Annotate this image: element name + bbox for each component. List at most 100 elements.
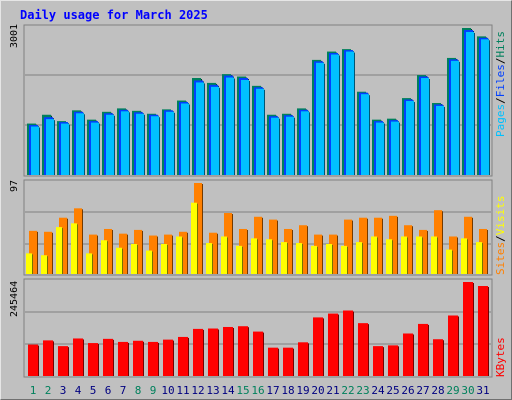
top-pages-bar-8 xyxy=(136,113,144,175)
x-label-30: 30 xyxy=(461,384,474,397)
middle-visits-bar-1 xyxy=(29,230,37,274)
bottom-kbytes-bar-28 xyxy=(433,339,443,376)
middle-sites-bar-25 xyxy=(386,239,392,274)
x-label-13: 13 xyxy=(206,384,219,397)
middle-sites-bar-26 xyxy=(401,236,407,274)
bottom-kbytes-bar-19 xyxy=(298,342,308,376)
top-pages-bar-15 xyxy=(241,79,249,175)
top-pages-bar-5 xyxy=(91,122,99,175)
middle-sites-bar-1 xyxy=(26,253,32,274)
x-label-23: 23 xyxy=(356,384,369,397)
top-pages-bar-21 xyxy=(331,54,339,175)
top-pages-bar-22 xyxy=(346,51,354,176)
bottom-kbytes-bar-1 xyxy=(28,344,38,376)
middle-visits-bar-2 xyxy=(44,231,52,274)
top-pages-bar-29 xyxy=(451,60,459,176)
middle-sites-bar-3 xyxy=(56,227,62,274)
top-pages-bar-10 xyxy=(166,111,174,175)
bottom-kbytes-bar-24 xyxy=(373,346,383,376)
top-pages-bar-1 xyxy=(31,126,39,175)
top-pages-bar-24 xyxy=(376,122,384,175)
top-axis-max-label: 3001 xyxy=(9,24,20,48)
top-pages-bar-26 xyxy=(406,101,414,175)
bottom-kbytes-bar-13 xyxy=(208,328,218,376)
top-pages-bar-11 xyxy=(181,103,189,175)
bottom-kbytes-bar-27 xyxy=(418,323,428,376)
x-label-1: 1 xyxy=(30,384,37,397)
middle-sites-bar-16 xyxy=(251,238,257,274)
top-pages-bar-2 xyxy=(46,119,54,175)
middle-sites-bar-12 xyxy=(191,202,197,274)
middle-sites-bar-17 xyxy=(266,239,272,274)
middle-sites-bar-30 xyxy=(461,238,467,274)
middle-sites-bar-2 xyxy=(41,255,47,274)
top-pages-bar-31 xyxy=(481,39,489,175)
bottom-kbytes-bar-8 xyxy=(133,340,143,376)
x-label-31: 31 xyxy=(476,384,489,397)
bottom-kbytes-bar-25 xyxy=(388,345,398,376)
legend-kbytes: KBytes xyxy=(494,337,507,377)
x-label-16: 16 xyxy=(251,384,264,397)
x-label-29: 29 xyxy=(446,384,459,397)
x-label-5: 5 xyxy=(90,384,97,397)
x-label-22: 22 xyxy=(341,384,354,397)
middle-sites-bar-22 xyxy=(341,245,347,274)
bottom-kbytes-bar-4 xyxy=(73,338,83,376)
middle-sites-bar-29 xyxy=(446,249,452,274)
x-label-6: 6 xyxy=(105,384,112,397)
bottom-kbytes-bar-29 xyxy=(448,315,458,376)
chart-title: Daily usage for March 2025 xyxy=(20,8,208,22)
top-pages-bar-3 xyxy=(61,123,69,175)
middle-sites-bar-8 xyxy=(131,243,137,274)
top-pages-bar-7 xyxy=(121,111,129,175)
bottom-kbytes-bar-17 xyxy=(268,347,278,376)
bottom-kbytes-bar-3 xyxy=(58,346,68,376)
x-label-2: 2 xyxy=(45,384,52,397)
top-pages-bar-30 xyxy=(466,31,474,175)
bottom-kbytes-bar-9 xyxy=(148,341,158,376)
middle-sites-bar-28 xyxy=(431,236,437,274)
top-pages-bar-9 xyxy=(151,116,159,175)
middle-sites-bar-5 xyxy=(86,253,92,274)
x-label-21: 21 xyxy=(326,384,339,397)
middle-sites-bar-11 xyxy=(176,236,182,274)
middle-sites-bar-20 xyxy=(311,245,317,274)
x-label-19: 19 xyxy=(296,384,309,397)
chart-legends: Pages/Files/Hits Sites/Visits KBytes xyxy=(494,31,507,377)
middle-sites-bar-7 xyxy=(116,247,122,274)
bottom-kbytes-bar-7 xyxy=(118,341,128,376)
top-pages-bar-4 xyxy=(76,113,84,175)
x-label-10: 10 xyxy=(161,384,174,397)
middle-sites-bar-10 xyxy=(161,243,167,274)
x-axis-labels: 1 2 3 4 5 6 7 8 9 10 11 12 13 14 15 16 17 18 19 20 21 22 23 24 2… xyxy=(30,384,490,397)
x-label-18: 18 xyxy=(281,384,294,397)
bottom-kbytes-bar-6 xyxy=(103,338,113,376)
top-pages-bar-27 xyxy=(421,78,429,175)
bottom-kbytes-bar-14 xyxy=(223,326,233,376)
middle-sites-bar-18 xyxy=(281,242,287,274)
bottom-kbytes-bar-5 xyxy=(88,343,98,376)
middle-sites-bar-24 xyxy=(371,236,377,274)
bottom-kbytes-bar-18 xyxy=(283,347,293,376)
x-label-28: 28 xyxy=(431,384,444,397)
middle-sites-bar-6 xyxy=(101,240,107,274)
middle-visits-bar-5 xyxy=(89,234,97,274)
top-pages-bar-14 xyxy=(226,77,234,175)
x-label-7: 7 xyxy=(120,384,127,397)
top-pages-bar-19 xyxy=(301,111,309,175)
top-pages-bar-12 xyxy=(196,82,204,175)
bottom-kbytes-bar-30 xyxy=(463,282,473,376)
top-pages-bar-13 xyxy=(211,86,219,175)
top-pages-bar-25 xyxy=(391,121,399,175)
x-label-17: 17 xyxy=(266,384,279,397)
x-label-24: 24 xyxy=(371,384,385,397)
top-pages-bar-28 xyxy=(436,105,444,175)
x-label-27: 27 xyxy=(416,384,429,397)
top-pages-bar-18 xyxy=(286,116,294,175)
bottom-kbytes-bar-15 xyxy=(238,326,248,376)
middle-sites-bar-31 xyxy=(476,242,482,274)
x-label-26: 26 xyxy=(401,384,414,397)
top-pages-bar-23 xyxy=(361,94,369,175)
x-label-9: 9 xyxy=(150,384,157,397)
